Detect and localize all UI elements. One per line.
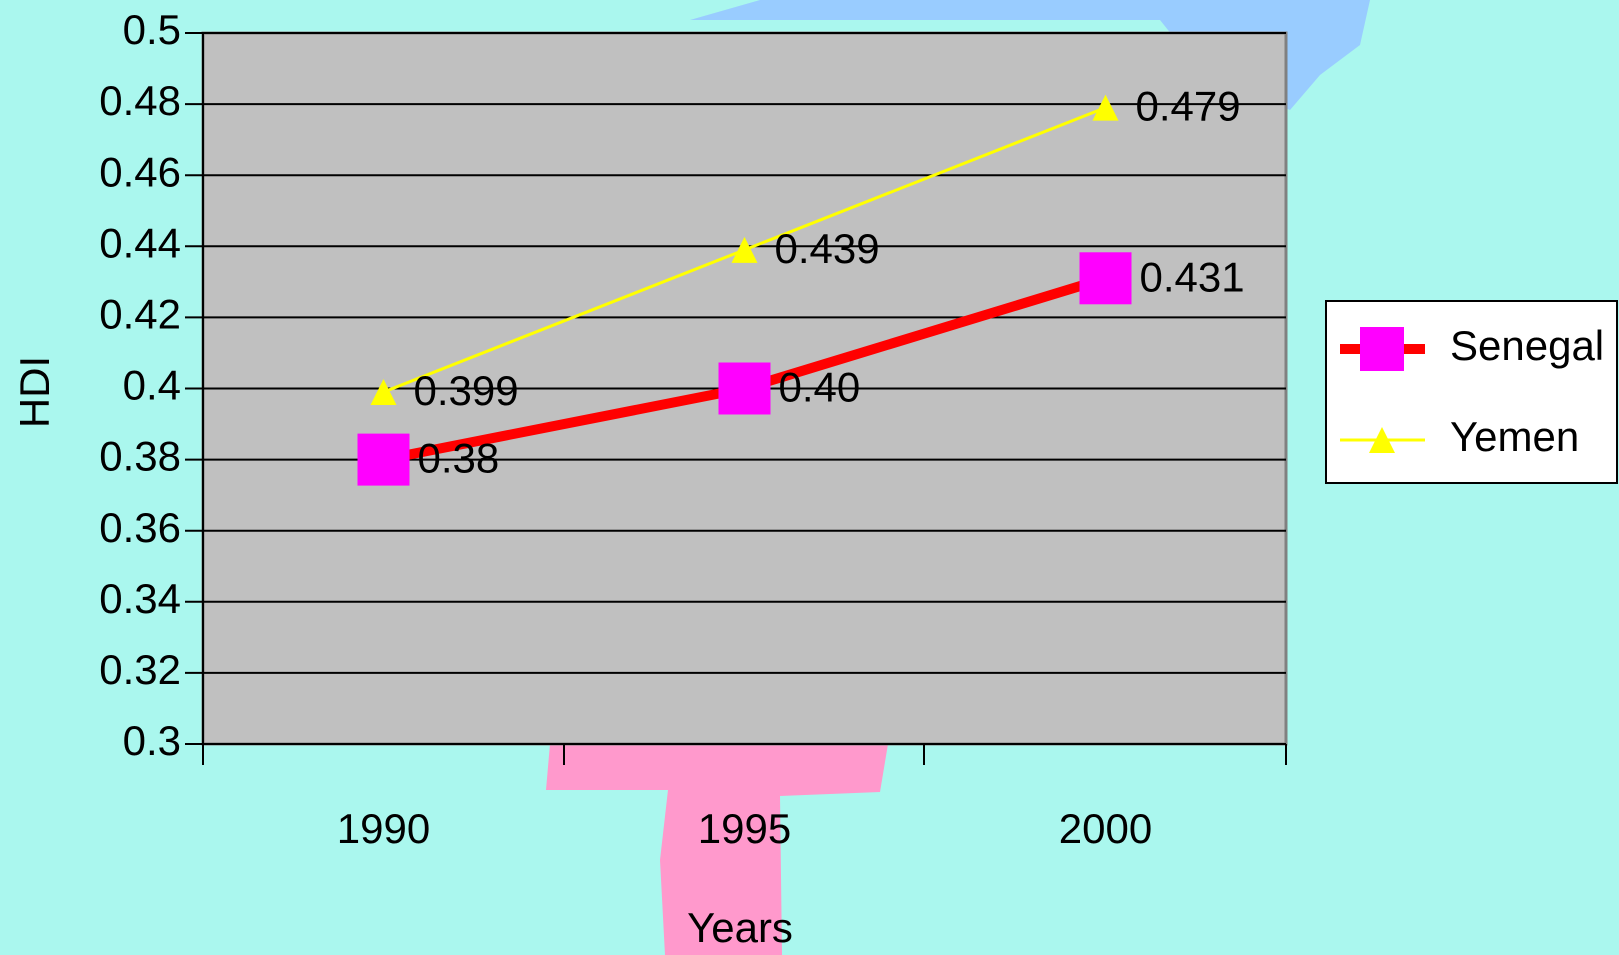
marker <box>1079 252 1132 305</box>
y-axis-label: HDI <box>11 356 58 428</box>
data-label: 0.399 <box>414 367 519 414</box>
decoration <box>546 744 888 955</box>
marker <box>357 433 410 486</box>
marker <box>718 362 771 415</box>
y-tick-label: 0.42 <box>99 290 181 337</box>
x-tick-label: 1990 <box>337 805 430 852</box>
y-tick-label: 0.5 <box>123 6 181 53</box>
marker <box>1369 427 1395 453</box>
y-tick-label: 0.38 <box>99 433 181 480</box>
marker <box>1092 94 1119 121</box>
x-axis-label: Years <box>687 904 793 951</box>
x-tick-label: 1995 <box>698 805 791 852</box>
marker <box>731 236 758 263</box>
decoration <box>690 0 1370 110</box>
data-label: 0.431 <box>1140 253 1245 300</box>
legend-label: Senegal <box>1450 322 1604 369</box>
y-tick-label: 0.34 <box>99 575 181 622</box>
x-tick-label: 2000 <box>1059 805 1152 852</box>
data-label: 0.479 <box>1136 83 1241 130</box>
marker <box>1360 327 1404 371</box>
y-tick-label: 0.48 <box>99 77 181 124</box>
marker <box>370 379 397 406</box>
legend-label: Yemen <box>1450 413 1579 460</box>
data-label: 0.38 <box>418 435 500 482</box>
y-tick-label: 0.46 <box>99 148 181 195</box>
data-label: 0.439 <box>775 225 880 272</box>
y-tick-label: 0.4 <box>123 362 181 409</box>
y-tick-label: 0.32 <box>99 646 181 693</box>
y-tick-label: 0.3 <box>123 717 181 764</box>
data-label: 0.40 <box>779 364 861 411</box>
y-tick-label: 0.44 <box>99 219 181 266</box>
y-tick-label: 0.36 <box>99 504 181 551</box>
